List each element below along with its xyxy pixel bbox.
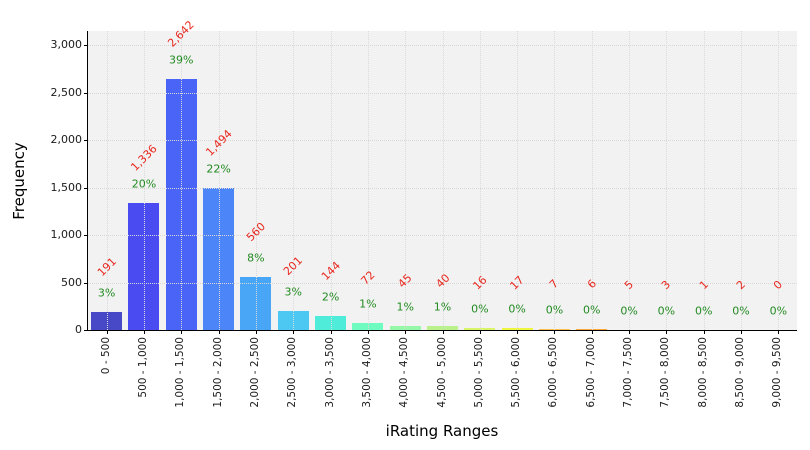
x-gridline xyxy=(591,31,593,330)
x-gridline xyxy=(778,31,780,330)
x-tick xyxy=(629,330,631,334)
y-tick xyxy=(84,45,88,47)
x-tick xyxy=(591,330,593,334)
bar-percent-label: 2% xyxy=(321,290,340,304)
x-gridline xyxy=(442,31,444,330)
y-axis-spine xyxy=(87,31,89,330)
x-gridline xyxy=(405,31,407,330)
x-gridline xyxy=(629,31,631,330)
y-tick-label: 1,500 xyxy=(50,180,83,194)
y-tick-label: 3,000 xyxy=(50,38,83,52)
x-tick-label: 6,500 - 7,000 xyxy=(584,337,597,408)
x-tick-label: 5,000 - 5,500 xyxy=(472,337,485,408)
x-gridline xyxy=(330,31,332,330)
bar-percent-label: 1% xyxy=(359,297,377,311)
y-tick-label: 1,000 xyxy=(50,228,83,242)
x-tick xyxy=(330,330,332,334)
x-tick xyxy=(255,330,257,334)
x-gridline xyxy=(741,31,743,330)
x-tick xyxy=(143,330,145,334)
x-gridline xyxy=(517,31,519,330)
x-tick-label: 4,500 - 5,000 xyxy=(435,337,448,408)
y-tick xyxy=(84,92,88,94)
x-tick-label: 2,000 - 2,500 xyxy=(248,337,261,408)
x-gridline xyxy=(143,31,145,330)
bar-percent-label: 0% xyxy=(694,304,713,318)
x-axis-title: iRating Ranges xyxy=(385,422,499,440)
y-tick-label: 2,000 xyxy=(50,133,83,147)
bar-percent-label: 1% xyxy=(433,300,452,314)
x-gridline xyxy=(367,31,369,330)
bar-percent-label: 0% xyxy=(769,304,788,318)
x-axis-spine xyxy=(87,330,797,332)
x-tick xyxy=(367,330,369,334)
y-tick xyxy=(84,330,88,331)
x-tick xyxy=(666,330,668,334)
x-tick xyxy=(293,330,295,334)
x-gridline xyxy=(293,31,295,330)
x-gridline xyxy=(255,31,257,330)
y-tick xyxy=(84,187,88,189)
x-gridline xyxy=(666,31,668,330)
x-tick xyxy=(778,330,780,334)
x-tick xyxy=(405,330,407,334)
bar-percent-label: 8% xyxy=(247,251,265,265)
x-tick xyxy=(218,330,220,334)
x-tick-label: 7,500 - 8,000 xyxy=(659,337,672,408)
x-tick-label: 3,000 - 3,500 xyxy=(323,337,336,408)
x-gridline xyxy=(554,31,556,330)
y-tick-label: 500 xyxy=(61,275,82,289)
bar-percent-label: 1% xyxy=(396,300,414,314)
bar-percent-label: 22% xyxy=(206,162,231,176)
y-tick xyxy=(84,282,88,284)
x-tick-label: 8,000 - 8,500 xyxy=(696,337,709,408)
x-tick-label: 8,500 - 9,000 xyxy=(734,337,747,408)
bar-percent-label: 20% xyxy=(131,177,157,191)
x-tick xyxy=(479,330,481,334)
bar-percent-label: 3% xyxy=(97,286,116,300)
x-tick xyxy=(181,330,183,334)
x-tick xyxy=(554,330,556,334)
bar-percent-label: 0% xyxy=(471,302,489,316)
y-tick xyxy=(84,235,88,237)
x-gridline xyxy=(106,31,108,330)
x-tick-label: 9,000 - 9,500 xyxy=(771,337,784,408)
x-tick-label: 5,500 - 6,000 xyxy=(510,337,523,408)
x-gridline xyxy=(479,31,481,330)
bar-percent-label: 39% xyxy=(169,53,194,67)
x-tick-label: 2,500 - 3,000 xyxy=(286,337,299,408)
bar-percent-label: 0% xyxy=(732,304,750,318)
x-tick xyxy=(703,330,705,334)
x-tick-label: 7,000 - 7,500 xyxy=(622,337,635,408)
x-tick-label: 4,000 - 4,500 xyxy=(398,337,411,408)
bar-percent-label: 0% xyxy=(620,304,638,318)
x-tick-label: 6,000 - 6,500 xyxy=(547,337,560,408)
x-gridline xyxy=(181,31,183,330)
bar-percent-label: 3% xyxy=(284,285,302,299)
x-tick-label: 1,000 - 1,500 xyxy=(174,337,187,408)
x-gridline xyxy=(218,31,220,330)
x-tick xyxy=(517,330,519,334)
x-tick-label: 500 - 1,000 xyxy=(136,337,149,398)
x-tick-label: 1,500 - 2,000 xyxy=(211,337,224,408)
x-tick xyxy=(741,330,743,334)
x-tick-label: 0 - 500 xyxy=(99,337,112,375)
y-tick-label: 0 xyxy=(75,323,82,336)
y-tick-label: 2,500 xyxy=(50,85,83,99)
bar-percent-label: 0% xyxy=(657,304,676,318)
x-gridline xyxy=(703,31,705,330)
bar-percent-label: 0% xyxy=(545,303,564,317)
bar-percent-label: 0% xyxy=(583,303,601,317)
x-tick xyxy=(106,330,108,334)
x-tick xyxy=(442,330,444,334)
y-tick xyxy=(84,140,88,142)
x-tick-label: 3,500 - 4,000 xyxy=(360,337,373,408)
bar-percent-label: 0% xyxy=(508,302,526,316)
